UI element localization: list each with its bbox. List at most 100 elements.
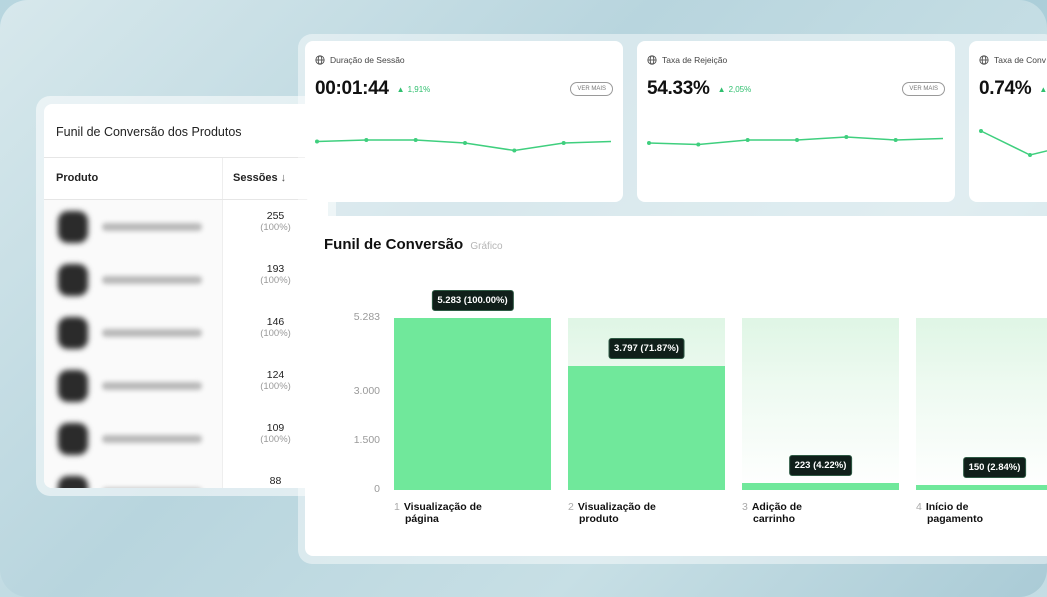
y-tick-label: 1.500 xyxy=(353,434,380,447)
table-row[interactable]: 88 xyxy=(44,465,328,488)
dashboard-panel: Duração de Sessão 00:01:44 ▲ 1,91% VER MAIS T… xyxy=(298,34,1047,564)
funnel-title-text: Funil de Conversão xyxy=(324,236,464,253)
product-name-blurred xyxy=(102,434,202,443)
metric-header: Taxa de Conv xyxy=(979,55,1047,65)
trend-up-icon: ▲ xyxy=(396,84,405,94)
y-axis: 5.283 3.000 1.500 0 xyxy=(305,216,380,556)
metric-value-row: 0.74% ▲ xyxy=(979,78,1047,100)
column-product[interactable]: Produto xyxy=(56,172,99,184)
funnel-bar[interactable] xyxy=(568,366,725,490)
product-thumbnail xyxy=(58,316,88,349)
sessions-cell: 193 (100%) xyxy=(222,253,328,306)
product-name-blurred xyxy=(102,275,202,284)
product-name-blurred xyxy=(102,328,202,337)
metric-header: Duração de Sessão xyxy=(315,55,613,65)
product-cell xyxy=(44,412,222,465)
funnel-bar[interactable] xyxy=(916,485,1047,490)
category-line-2: página xyxy=(405,513,439,525)
step-index: 2 xyxy=(568,501,574,513)
product-funnel-panel: Funil de Conversão dos Produtos Produto … xyxy=(36,96,336,496)
table-row[interactable]: 124 (100%) xyxy=(44,359,328,412)
sparkline-point xyxy=(463,141,467,145)
product-funnel-card: Funil de Conversão dos Produtos Produto … xyxy=(44,104,328,488)
step-index: 3 xyxy=(742,501,748,513)
metric-card: Taxa de Conv 0.74% ▲ xyxy=(969,41,1047,202)
sparkline-point xyxy=(512,148,517,153)
globe-icon xyxy=(315,55,325,65)
sparkline-point xyxy=(696,142,701,147)
metric-delta: 2,05% xyxy=(728,84,752,94)
column-sessions[interactable]: Sessões ↓ xyxy=(222,158,328,199)
step-index: 4 xyxy=(916,501,922,513)
product-cell xyxy=(44,465,222,488)
funnel-bar[interactable] xyxy=(742,482,899,490)
table-row[interactable]: 193 (100%) xyxy=(44,253,328,306)
sessions-cell: 124 (100%) xyxy=(222,359,328,412)
trend-up-icon: ▲ xyxy=(717,84,726,94)
table-body: 255 (100%) 193 (100%) 146 (100%) 124 (100%) 109(… xyxy=(44,200,328,488)
table-row[interactable]: 109 (100%) xyxy=(44,412,328,465)
y-tick-label: 0 xyxy=(374,483,380,495)
category-line-2: produto xyxy=(579,513,619,525)
product-name-blurred xyxy=(102,381,202,390)
arrow-down-icon: ↓ xyxy=(280,172,287,184)
ver-mais-button[interactable]: VER MAIS xyxy=(570,82,613,96)
sparkline-point xyxy=(979,129,983,133)
column-sessions-label: Sessões xyxy=(233,172,278,184)
metric-label: Taxa de Rejeição xyxy=(662,55,728,65)
sparkline-point xyxy=(893,138,898,142)
globe-icon xyxy=(979,55,989,65)
sparkline-path xyxy=(980,130,1047,156)
funnel-subtitle: Gráfico xyxy=(470,241,503,252)
conversion-funnel-card: Funil de Conversão Gráfico 5.283 3.000 1.5… xyxy=(305,216,1047,556)
globe-icon xyxy=(647,55,657,65)
sparkline-point xyxy=(844,135,849,139)
product-cell xyxy=(44,253,222,306)
funnel-bar[interactable] xyxy=(394,318,551,490)
ver-mais-button[interactable]: VER MAIS xyxy=(902,82,945,96)
product-thumbnail xyxy=(58,210,88,243)
metric-card: Duração de Sessão 00:01:44 ▲ 1,91% VER MAIS xyxy=(305,41,623,202)
bar-value-label: 223 (4.22%) xyxy=(788,454,853,476)
sessions-value: 109 xyxy=(266,422,285,434)
sessions-value: 255 xyxy=(266,210,285,222)
product-cell xyxy=(44,359,222,412)
sessions-percent: (100%) xyxy=(260,381,291,392)
table-row[interactable]: 255 (100%) xyxy=(44,200,328,253)
bar-value-label: 3.797 (71.87%) xyxy=(608,338,685,360)
metric-value-row: 54.33% ▲ 2,05% VER MAIS xyxy=(647,78,945,100)
category-line-2: pagamento xyxy=(927,513,984,525)
sessions-cell: 109 (100%) xyxy=(222,412,328,465)
step-index: 1 xyxy=(394,501,400,513)
table-row[interactable]: 146 (100%) xyxy=(44,306,328,359)
product-name-blurred xyxy=(102,487,202,488)
sessions-value: 88 xyxy=(269,475,282,487)
sparkline-chart xyxy=(647,135,943,147)
x-category-label: 4 Início de pagamento xyxy=(916,501,983,525)
metric-value: 54.33% xyxy=(647,78,710,99)
sessions-value: 193 xyxy=(266,263,285,275)
sessions-percent: (100%) xyxy=(260,328,291,339)
sessions-cell: 88 xyxy=(222,465,328,488)
sparkline-point xyxy=(413,138,418,142)
metric-card: Taxa de Rejeição 54.33% ▲ 2,05% VER MAIS xyxy=(637,41,955,202)
table-header: Produto Sessões ↓ xyxy=(44,158,328,200)
sparkline-point xyxy=(315,139,319,144)
metric-header: Taxa de Rejeição xyxy=(647,55,945,65)
funnel-title: Funil de Conversão Gráfico xyxy=(324,236,503,253)
metric-label: Duração de Sessão xyxy=(330,55,405,65)
sparkline-point xyxy=(647,141,651,145)
bar-value-label: 5.283 (100.00%) xyxy=(431,290,514,311)
y-tick-label: 5.283 xyxy=(353,311,380,323)
product-cell xyxy=(44,200,222,253)
metric-label: Taxa de Conv xyxy=(994,55,1046,65)
sessions-percent: (100%) xyxy=(260,275,291,286)
sparkline-point xyxy=(1028,153,1032,157)
category-line-2: carrinho xyxy=(753,513,796,525)
category-line-1: Adição de xyxy=(751,501,803,513)
sparkline-point xyxy=(795,138,799,142)
x-category-label: 2 Visualização de produto xyxy=(568,501,656,525)
sparkline-chart xyxy=(315,138,611,153)
sparkline-point xyxy=(364,138,369,142)
